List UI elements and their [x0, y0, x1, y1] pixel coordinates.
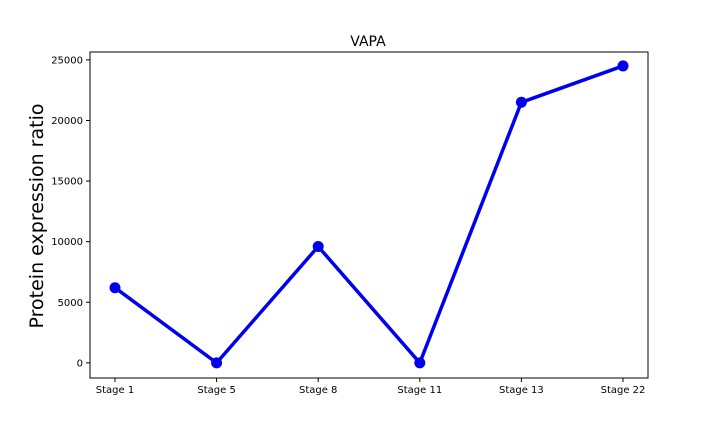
x-tick-label: Stage 13 [499, 385, 544, 396]
series-group [109, 60, 629, 369]
y-tick-label: 10000 [51, 237, 83, 248]
x-tick-label: Stage 8 [299, 385, 337, 396]
y-tick-label: 15000 [51, 177, 83, 188]
x-tick-label: Stage 5 [197, 385, 235, 396]
y-tick-label: 0 [77, 358, 83, 369]
data-point [312, 241, 324, 253]
series-line [113, 64, 624, 365]
y-tick-label: 5000 [58, 298, 83, 309]
data-point [414, 357, 426, 369]
data-point [617, 60, 629, 72]
data-point [515, 96, 527, 108]
x-axis-ticks: Stage 1 Stage 5 Stage 8 Stage 11 Stage 13 Sta… [96, 378, 646, 396]
y-axis-label: Protein expression ratio [26, 104, 48, 329]
x-tick-label: Stage 22 [601, 385, 646, 396]
data-point [109, 282, 121, 294]
chart-title: VAPA [350, 34, 386, 50]
plot-area [89, 51, 649, 379]
y-tick-label: 20000 [51, 116, 83, 127]
data-point [211, 357, 223, 369]
x-tick-label: Stage 11 [397, 385, 442, 396]
y-axis-ticks: 0 5000 10000 15000 20000 25000 [51, 55, 90, 369]
y-tick-label: 25000 [51, 55, 83, 66]
x-tick-label: Stage 1 [96, 385, 134, 396]
